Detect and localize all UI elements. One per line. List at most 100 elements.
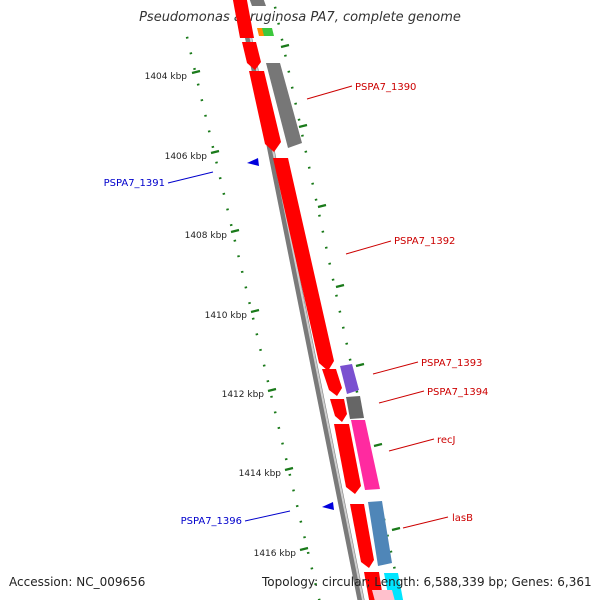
left-tick-17 bbox=[248, 301, 251, 305]
left-tick-16 bbox=[244, 286, 248, 289]
gene-pspa7-1392[interactable] bbox=[273, 158, 334, 371]
gene-label-pspa7-1396[interactable]: PSPA7_1396 bbox=[181, 516, 242, 527]
left-tick-29 bbox=[292, 489, 295, 492]
scale-label-1412: 1412 kbp bbox=[222, 390, 265, 400]
scale-labels: 1404 kbp 1406 kbp 1408 kbp 1410 kbp 1412… bbox=[145, 72, 297, 559]
left-tick-3 bbox=[196, 83, 200, 86]
gene-label-pspa7-1394[interactable]: PSPA7_1394 bbox=[427, 387, 488, 398]
gene-label-pspa7-1393[interactable]: PSPA7_1393 bbox=[421, 358, 482, 369]
left-tick-15 bbox=[240, 270, 244, 274]
left-tick-33 bbox=[306, 551, 310, 555]
gene-lasb-inner[interactable] bbox=[350, 504, 374, 568]
map-title: Pseudomonas aeruginosa PA7, complete gen… bbox=[139, 10, 461, 25]
left-tick-0 bbox=[185, 36, 189, 39]
right-tick-16 bbox=[328, 262, 332, 265]
right-tick-20 bbox=[341, 326, 345, 329]
gene-lasb-outer[interactable] bbox=[368, 501, 392, 566]
reverse-gene-markers bbox=[247, 158, 334, 510]
accession-text: Accession: NC_009656 bbox=[9, 575, 146, 589]
left-tick-27 bbox=[284, 458, 288, 461]
left-tick-21 bbox=[262, 364, 266, 367]
right-tick-2 bbox=[280, 38, 284, 41]
left-tick-23 bbox=[270, 395, 273, 398]
left-tick-ring bbox=[185, 36, 321, 600]
left-tick-13 bbox=[233, 239, 237, 242]
right-tick-12 bbox=[314, 198, 318, 201]
right-tick-5 bbox=[290, 86, 294, 89]
gene-small-before-1390[interactable] bbox=[242, 42, 261, 70]
right-tick-7 bbox=[297, 118, 301, 121]
gene-recj-outer[interactable] bbox=[351, 420, 380, 490]
scale-label-1406: 1406 kbp bbox=[165, 152, 208, 162]
left-tick-31 bbox=[299, 520, 303, 523]
right-tick-1 bbox=[277, 22, 281, 25]
gene-pspa7-1390-inner[interactable] bbox=[249, 71, 281, 152]
label-leaders bbox=[167, 85, 449, 529]
gene-top-fragment[interactable] bbox=[232, 0, 254, 38]
scale-label-1408: 1408 kbp bbox=[185, 231, 228, 241]
left-tick-25 bbox=[277, 426, 281, 430]
left-tick-9 bbox=[218, 177, 222, 180]
left-tick-30 bbox=[295, 504, 299, 508]
right-tick-13 bbox=[318, 214, 321, 217]
gene-label-pspa7-1390[interactable]: PSPA7_1390 bbox=[355, 82, 416, 93]
right-tick-35 bbox=[392, 566, 396, 569]
gene-pspa7-1393-inner[interactable] bbox=[322, 369, 342, 396]
gene-label-pspa7-1392[interactable]: PSPA7_1392 bbox=[394, 236, 455, 247]
gene-label-pspa7-1391[interactable]: PSPA7_1391 bbox=[104, 178, 165, 189]
left-tick-10 bbox=[222, 192, 226, 195]
right-tick-14 bbox=[321, 230, 325, 233]
left-tick-20 bbox=[259, 348, 262, 352]
right-tick-3 bbox=[283, 54, 287, 57]
gene-label-recj[interactable]: recJ bbox=[437, 435, 456, 446]
left-tick-35 bbox=[314, 582, 317, 586]
gene-pspa7-1390-outer[interactable] bbox=[266, 63, 302, 148]
scale-label-1414: 1414 kbp bbox=[239, 469, 282, 479]
left-tick-18 bbox=[251, 317, 255, 320]
left-tick-22 bbox=[266, 379, 270, 383]
scale-label-1410: 1410 kbp bbox=[205, 311, 248, 321]
left-tick-24 bbox=[273, 411, 277, 414]
forward-genes bbox=[232, 0, 384, 600]
gene-label-lasb[interactable]: lasB bbox=[452, 513, 473, 524]
gene-labels: PSPA7_1390 PSPA7_1391 PSPA7_1392 PSPA7_1… bbox=[104, 82, 489, 527]
right-tick-4 bbox=[287, 70, 291, 73]
left-tick-32 bbox=[303, 536, 306, 539]
right-tick-19 bbox=[338, 310, 342, 313]
left-tick-2 bbox=[193, 67, 196, 71]
gene-top-gray[interactable] bbox=[248, 0, 266, 6]
left-tick-28 bbox=[288, 473, 292, 476]
right-tick-15 bbox=[324, 246, 328, 249]
gene-pspa7-1394-outer[interactable] bbox=[346, 396, 364, 419]
right-tick-22 bbox=[348, 358, 352, 361]
scale-label-1416: 1416 kbp bbox=[254, 549, 297, 559]
gene-pspa7-1394-inner[interactable] bbox=[330, 399, 347, 422]
left-tick-11 bbox=[226, 208, 229, 211]
left-tick-14 bbox=[237, 255, 240, 258]
topology-text: Topology: circular; Length: 6,588,339 bp… bbox=[262, 575, 592, 589]
left-tick-4 bbox=[200, 98, 204, 102]
gene-bottom-pink[interactable] bbox=[372, 590, 396, 600]
gene-pspa7-1396-marker[interactable] bbox=[322, 502, 334, 510]
major-ticks bbox=[191, 43, 401, 552]
right-tick-8 bbox=[301, 134, 304, 137]
left-tick-6 bbox=[207, 130, 211, 133]
outer-genes bbox=[248, 0, 404, 600]
left-tick-34 bbox=[310, 567, 314, 570]
right-tick-18 bbox=[335, 294, 338, 297]
scale-label-1404: 1404 kbp bbox=[145, 72, 188, 82]
left-tick-1 bbox=[189, 52, 193, 55]
right-tick-9 bbox=[304, 150, 308, 153]
gene-top-orange[interactable] bbox=[257, 28, 264, 36]
gene-recj-inner[interactable] bbox=[334, 424, 361, 494]
right-tick-24 bbox=[355, 390, 359, 393]
left-tick-5 bbox=[204, 114, 207, 117]
right-tick-10 bbox=[307, 166, 311, 169]
gene-pspa7-1393-outer[interactable] bbox=[340, 364, 359, 394]
gene-pspa7-1391-marker[interactable] bbox=[247, 158, 259, 166]
right-tick-17 bbox=[331, 278, 335, 281]
right-tick-0 bbox=[273, 6, 277, 9]
left-tick-8 bbox=[215, 161, 218, 164]
left-tick-26 bbox=[281, 442, 284, 445]
